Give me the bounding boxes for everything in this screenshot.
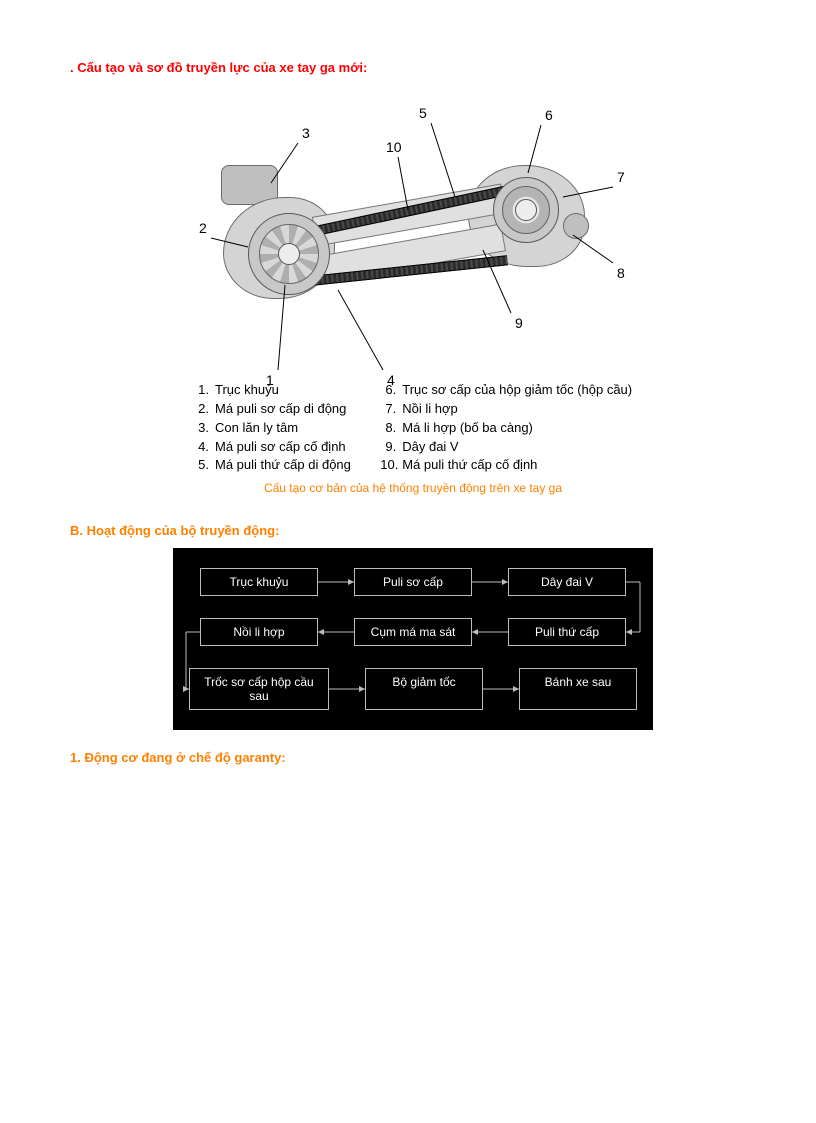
flow-box: Nồi li hợp bbox=[200, 618, 318, 646]
flow-box: Dây đai V bbox=[508, 568, 626, 596]
legend-col-left: 1.Trục khuỷu2.Má puli sơ cấp di động3.Co… bbox=[193, 381, 380, 475]
diagram-legend: 1.Trục khuỷu2.Má puli sơ cấp di động3.Co… bbox=[193, 381, 633, 475]
flowchart: Trục khuỷu Puli sơ cấp Dây đai V Nồi li hợp… bbox=[173, 548, 653, 730]
flow-box: Bánh xe sau bbox=[519, 668, 637, 710]
flow-box: Trục khuỷu bbox=[200, 568, 318, 596]
flow-box: Cụm má ma sát bbox=[354, 618, 472, 646]
callout-7: 7 bbox=[617, 169, 625, 185]
flow-row: Trục khuỷu Puli sơ cấp Dây đai V bbox=[189, 568, 637, 596]
flow-box: Puli thứ cấp bbox=[508, 618, 626, 646]
legend-item: 9.Dây đai V bbox=[380, 438, 633, 457]
legend-item: 6.Trục sơ cấp của hộp giảm tốc (hộp cầu) bbox=[380, 381, 633, 400]
callout-1: 1 bbox=[266, 372, 274, 388]
flow-box: Puli sơ cấp bbox=[354, 568, 472, 596]
callout-9: 9 bbox=[515, 315, 523, 331]
rear-gear bbox=[563, 213, 589, 239]
legend-item: 2.Má puli sơ cấp di động bbox=[193, 400, 380, 419]
flow-row: Trốc sơ cấp hộp cầu sau Bộ giảm tốc Bánh x… bbox=[189, 668, 637, 710]
callout-5: 5 bbox=[419, 105, 427, 121]
legend-item: 4.Má puli sơ cấp cố định bbox=[193, 438, 380, 457]
callout-2: 2 bbox=[199, 220, 207, 236]
legend-item: 3.Con lăn ly tâm bbox=[193, 419, 380, 438]
flow-row: Nồi li hợp Cụm má ma sát Puli thứ cấp bbox=[189, 618, 637, 646]
callout-10: 10 bbox=[386, 139, 402, 155]
cvt-diagram: 12345678910 bbox=[193, 105, 633, 375]
flow-box: Trốc sơ cấp hộp cầu sau bbox=[189, 668, 329, 710]
callout-6: 6 bbox=[545, 107, 553, 123]
heading-a: . Cấu tạo và sơ đồ truyền lực của xe tay… bbox=[70, 60, 756, 75]
diagram-caption: Cấu tạo cơ bản của hệ thống truyền động … bbox=[70, 481, 756, 495]
legend-item: 8.Má li hợp (bố ba càng) bbox=[380, 419, 633, 438]
primary-hub bbox=[278, 243, 300, 265]
legend-item: 10.Má puli thứ cấp cố định bbox=[380, 456, 633, 475]
callout-4: 4 bbox=[387, 372, 395, 388]
legend-item: 1.Trục khuỷu bbox=[193, 381, 380, 400]
heading-1: 1. Động cơ đang ở chế độ garanty: bbox=[70, 750, 756, 765]
secondary-hub bbox=[515, 199, 537, 221]
legend-item: 7.Nồi li hợp bbox=[380, 400, 633, 419]
legend-item: 5.Má puli thứ cấp di động bbox=[193, 456, 380, 475]
callout-8: 8 bbox=[617, 265, 625, 281]
callout-3: 3 bbox=[302, 125, 310, 141]
flow-box: Bộ giảm tốc bbox=[365, 668, 483, 710]
legend-col-right: 6.Trục sơ cấp của hộp giảm tốc (hộp cầu)… bbox=[380, 381, 633, 475]
heading-b: B. Hoạt động của bộ truyền động: bbox=[70, 523, 756, 538]
